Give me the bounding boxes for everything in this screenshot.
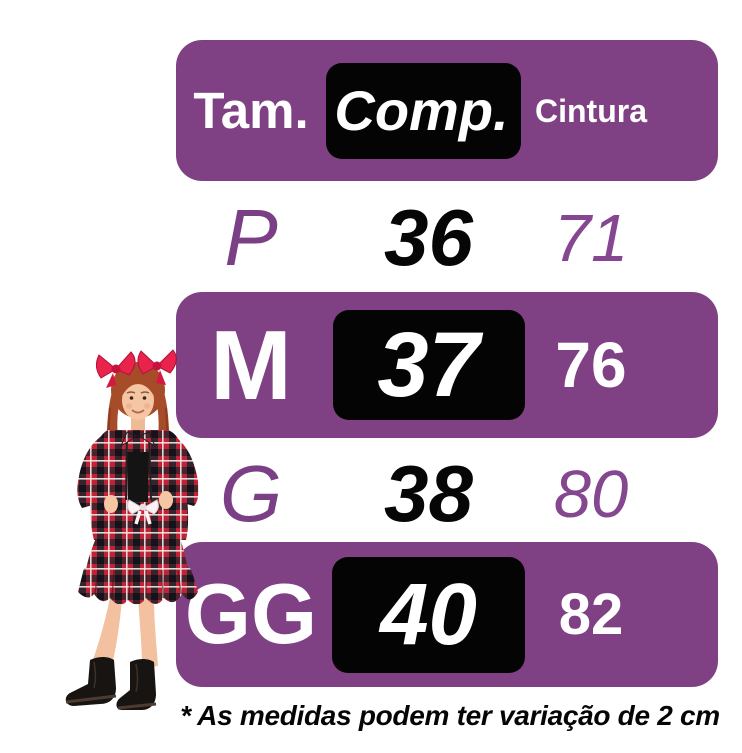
skirt [86, 538, 188, 570]
comp-header-highlight-box: Comp. [326, 62, 521, 159]
hair-bow-left [95, 351, 136, 388]
waist-value: 82 [558, 581, 624, 647]
table-row-gg: GG 40 82 [176, 542, 718, 687]
leg-left [90, 598, 122, 674]
model-illustration [65, 349, 199, 710]
size-value: M [210, 310, 292, 420]
model-photo [50, 348, 216, 750]
size-value: P [224, 193, 278, 282]
skirt-ruffle [78, 568, 198, 605]
eye-left [129, 396, 134, 400]
measurement-variation-note: * As medidas podem ter variação de 2 cm [180, 700, 720, 731]
table-row-m: M 37 76 [176, 292, 718, 438]
header-size-label: Tam. [193, 82, 309, 139]
waist-bow [127, 499, 159, 525]
smile [131, 409, 145, 414]
hair-bow-right [137, 349, 177, 385]
waist-value: 71 [553, 200, 629, 276]
boot-right [116, 659, 157, 710]
waist-value: 76 [555, 329, 627, 401]
table-row-g: G 38 80 [176, 448, 718, 540]
comp-highlight-box: 40 [332, 556, 525, 673]
black-top [127, 452, 149, 502]
collar-right [137, 431, 157, 448]
header-waist-label: Cintura [535, 92, 647, 129]
comp-value: 37 [377, 314, 480, 416]
hand-left [104, 495, 118, 513]
comp-value: 40 [380, 566, 477, 663]
header-comp-label: Comp. [334, 78, 509, 142]
comp-value: 36 [384, 193, 473, 282]
hand-right [159, 491, 173, 509]
comp-value: 38 [384, 449, 473, 538]
ruffle-folds [94, 569, 182, 601]
size-value: G [219, 449, 283, 538]
face [122, 377, 154, 420]
waist-value: 80 [553, 456, 629, 532]
leg-right [138, 598, 158, 668]
table-header-row: Tam. Comp. Cintura [176, 40, 718, 181]
table-row-p: P 36 71 [176, 190, 718, 286]
boot-left [65, 657, 117, 706]
comp-highlight-box: 37 [332, 310, 525, 420]
header-comp-cell: Comp. [326, 62, 521, 159]
collar-left [119, 431, 139, 448]
eye-right [142, 396, 147, 400]
size-value: GG [184, 567, 318, 662]
